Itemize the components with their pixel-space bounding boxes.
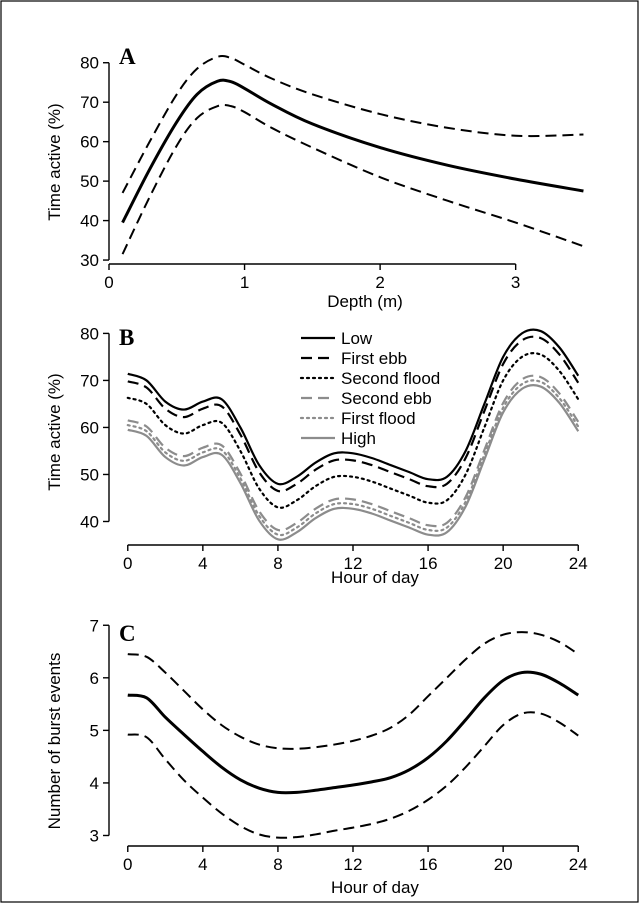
panel-a-plot: 30 40 50 60 70 80 0 1 2 3 — [80, 54, 584, 292]
y-tick-label: 60 — [80, 418, 99, 437]
x-tick-label: 8 — [273, 554, 282, 573]
panel-c-plot: 3 4 5 6 7 0 4 8 12 16 20 24 — [90, 616, 588, 874]
x-tick-label: 24 — [569, 855, 588, 874]
x-tick-label: 20 — [494, 554, 513, 573]
panel-c-y-label: Number of burst events — [45, 653, 64, 830]
x-tick-label: 0 — [104, 273, 113, 292]
x-tick-label: 12 — [344, 855, 363, 874]
x-tick-label: 20 — [494, 855, 513, 874]
panel-b-plot: 40 50 60 70 80 0 4 8 12 16 20 24 — [80, 324, 588, 573]
series-line-low — [127, 328, 580, 486]
series-line-second-flood — [126, 352, 580, 509]
panel-b-y-label: Time active (%) — [45, 373, 64, 490]
y-tick-label: 6 — [90, 669, 99, 688]
series-line-0 — [121, 78, 584, 224]
x-tick-label: 24 — [569, 554, 588, 573]
panel-a-letter: A — [119, 44, 136, 69]
panel-a-x-label: Depth (m) — [327, 292, 403, 311]
series-line-2 — [127, 711, 579, 839]
x-tick-label: 16 — [419, 554, 438, 573]
x-tick-label: 8 — [273, 855, 282, 874]
x-tick-label: 1 — [240, 273, 249, 292]
y-tick-label: 3 — [90, 826, 99, 845]
panel-c-x-label: Hour of day — [331, 878, 419, 897]
panel-c: C 3 4 5 6 7 0 4 8 12 16 20 24 Hour of day Number of… — [45, 616, 588, 897]
y-tick-label: 70 — [80, 93, 99, 112]
y-tick-label: 80 — [80, 54, 99, 73]
y-tick-label: 80 — [80, 324, 99, 343]
y-tick-label: 4 — [90, 774, 99, 793]
y-tick-label: 5 — [90, 721, 99, 740]
x-tick-label: 0 — [123, 554, 132, 573]
legend-label: Second ebb — [341, 389, 432, 408]
panel-b-x-label: Hour of day — [331, 568, 419, 587]
legend-label: First flood — [341, 409, 416, 428]
panel-a: A 30 40 50 60 70 80 0 1 2 3 Depth (m) Time active… — [45, 44, 584, 311]
legend-label: Second flood — [341, 369, 440, 388]
panel-c-letter: C — [119, 621, 136, 646]
y-tick-label: 60 — [80, 133, 99, 152]
legend-label: High — [341, 429, 376, 448]
legend-label: First ebb — [341, 349, 407, 368]
x-tick-label: 0 — [123, 855, 132, 874]
y-tick-label: 50 — [80, 172, 99, 191]
y-tick-label: 7 — [90, 616, 99, 635]
y-tick-label: 40 — [80, 512, 99, 531]
x-tick-label: 4 — [198, 855, 207, 874]
series-line-1 — [127, 631, 579, 750]
series-line-second-ebb — [127, 374, 580, 532]
series-line-1 — [121, 55, 584, 194]
x-tick-label: 4 — [198, 554, 207, 573]
x-tick-label: 12 — [344, 554, 363, 573]
series-line-0 — [127, 670, 580, 795]
panel-a-y-label: Time active (%) — [45, 103, 64, 220]
series-line-first-flood — [126, 379, 580, 537]
series-line-first-ebb — [127, 335, 580, 493]
y-tick-label: 30 — [80, 251, 99, 270]
y-tick-label: 50 — [80, 465, 99, 484]
x-tick-label: 16 — [419, 855, 438, 874]
series-line-2 — [121, 104, 584, 255]
series-line-high — [127, 384, 580, 541]
panel-b-letter: B — [119, 325, 134, 350]
y-tick-label: 40 — [80, 212, 99, 231]
x-tick-label: 3 — [511, 273, 520, 292]
y-tick-label: 70 — [80, 371, 99, 390]
legend-label: Low — [341, 329, 373, 348]
x-tick-label: 2 — [375, 273, 384, 292]
